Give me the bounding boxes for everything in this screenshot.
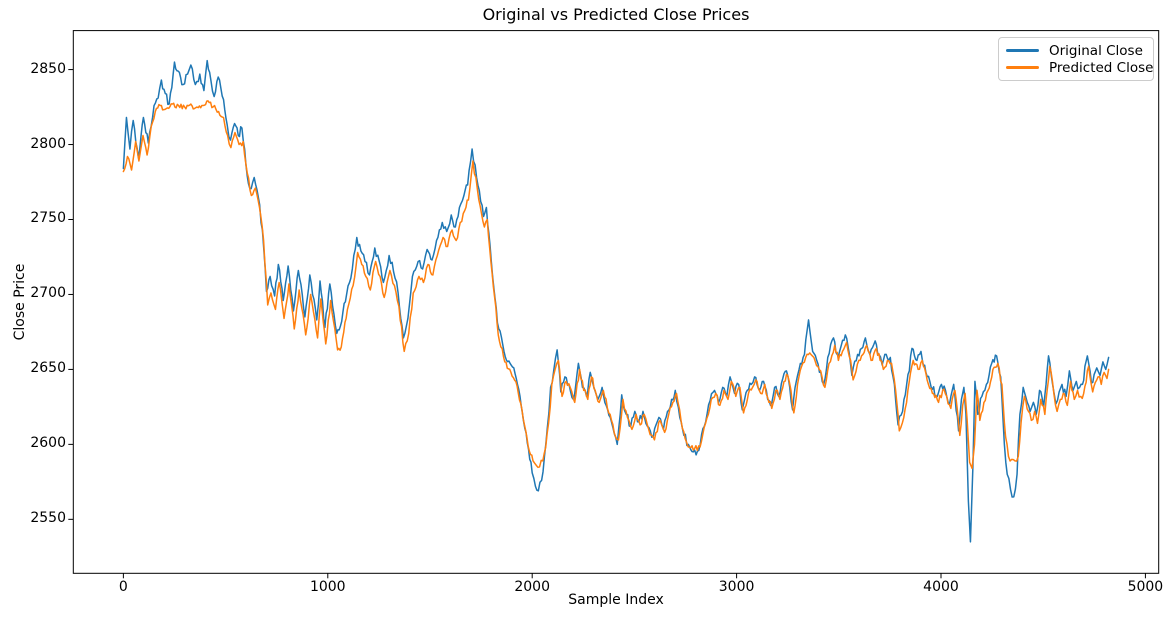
series-line-predicted (122, 100, 1110, 470)
x-tick-label: 5000 (1127, 579, 1164, 595)
y-tick-label: 2700 (30, 285, 66, 302)
legend-label-original: Original Close (1049, 42, 1143, 59)
legend-item-original: Original Close (1006, 42, 1145, 59)
x-tick-label: 3000 (718, 579, 755, 595)
predicted-close-line-swatch (1006, 66, 1039, 69)
y-axis-label: Close Price (12, 263, 28, 341)
original-close-line-swatch (1006, 49, 1039, 52)
legend-item-predicted: Predicted Close (1006, 59, 1153, 76)
x-tick-label: 2000 (514, 579, 550, 595)
y-tick-label: 2750 (30, 210, 66, 227)
x-tick-label: 0 (118, 579, 128, 595)
axes-spines (72, 30, 1160, 574)
legend-label-predicted: Predicted Close (1049, 59, 1154, 76)
x-tick-label: 4000 (923, 579, 959, 595)
x-axis-label: Sample Index (568, 592, 664, 608)
y-tick-label: 2550 (30, 510, 66, 527)
y-tick-label: 2850 (30, 60, 66, 77)
chart-title: Original vs Predicted Close Prices (482, 5, 750, 24)
y-tick-label: 2650 (30, 360, 66, 377)
series-line-original (122, 59, 1110, 543)
x-tick-label: 1000 (309, 579, 346, 595)
y-tick-label: 2600 (30, 435, 66, 452)
y-tick-label: 2800 (30, 135, 66, 152)
legend: Original Close Predicted Close (998, 37, 1154, 81)
